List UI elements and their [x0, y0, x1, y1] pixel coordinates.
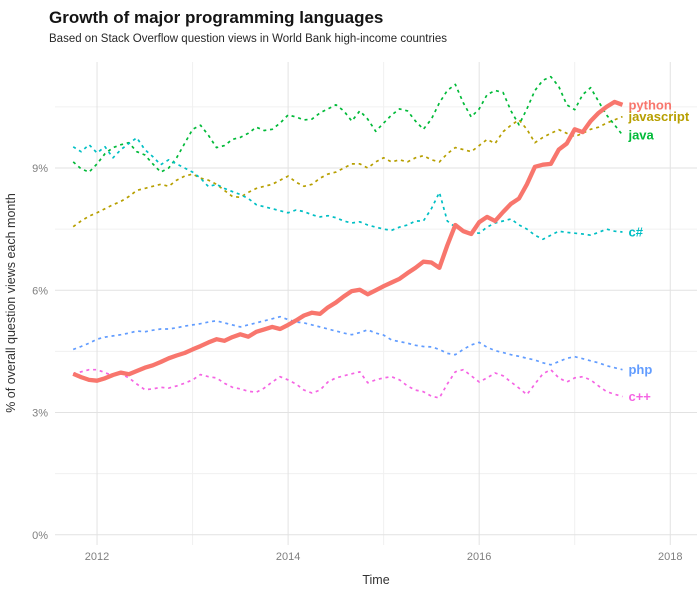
series-label-c: c# — [628, 224, 643, 239]
series-label-c: c++ — [628, 389, 651, 404]
series-lines — [72, 75, 624, 399]
series-line-c — [72, 136, 623, 241]
x-axis-title: Time — [362, 573, 389, 587]
gridlines-major — [55, 62, 697, 545]
series-label-javascript: javascript — [627, 109, 689, 124]
y-tick-label: 6% — [32, 285, 48, 297]
x-tick-label: 2016 — [467, 551, 491, 563]
series-label-java: java — [627, 127, 654, 142]
y-tick-label: 9% — [32, 163, 48, 175]
x-tick-label: 2018 — [658, 551, 682, 563]
series-label-python: python — [628, 97, 671, 112]
chart-title: Growth of major programming languages — [49, 8, 384, 27]
series-line-java — [72, 75, 624, 173]
axis-tick-labels: 2012 2014 2016 2018 0% 3% 6% 9% — [32, 163, 682, 563]
series-line-c — [72, 368, 623, 399]
series-line-javascript — [72, 115, 623, 228]
gridlines-minor — [55, 62, 697, 545]
x-tick-label: 2014 — [276, 551, 300, 563]
chart-subtitle: Based on Stack Overflow question views i… — [49, 33, 448, 45]
y-tick-label: 3% — [32, 408, 48, 420]
y-tick-label: 0% — [32, 530, 48, 542]
series-line-php — [72, 315, 623, 371]
x-tick-label: 2012 — [85, 551, 109, 563]
series-line-python — [72, 99, 624, 383]
y-axis-title: % of overall question views each month — [4, 193, 18, 413]
series-label-php: php — [628, 362, 652, 377]
